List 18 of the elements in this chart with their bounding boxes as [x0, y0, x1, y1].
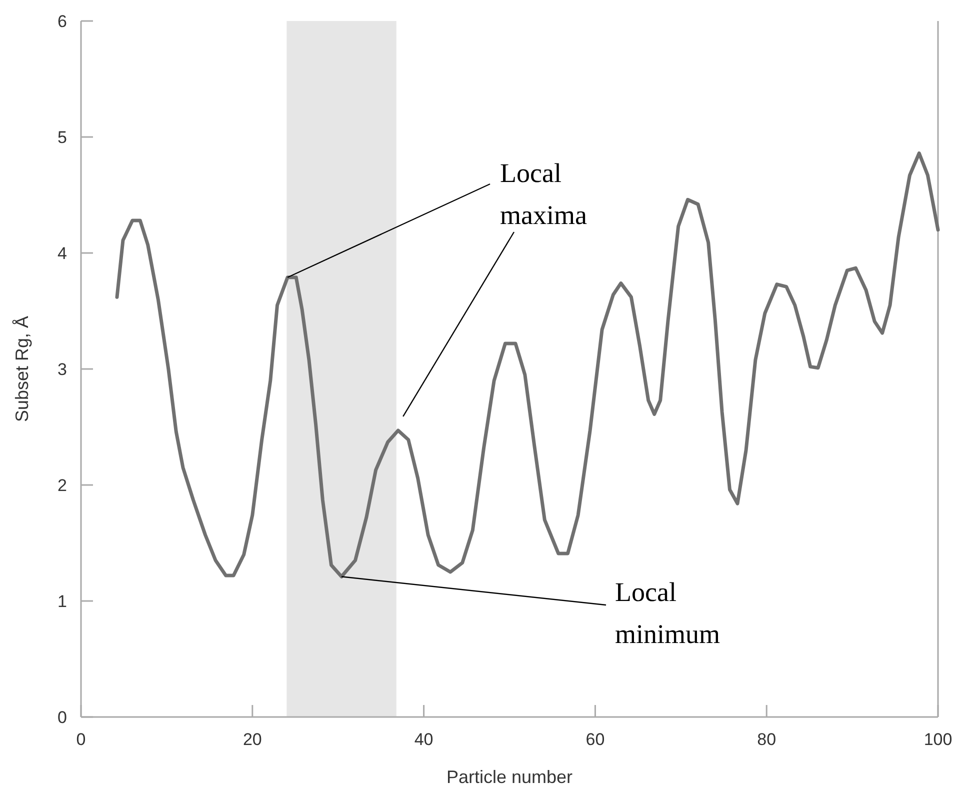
- annotation: Local minimum: [615, 577, 720, 649]
- y-tick-label: 6: [58, 12, 67, 31]
- y-tick-label: 2: [58, 476, 67, 495]
- y-tick-label: 0: [58, 708, 67, 727]
- y-axis-title: Subset Rg, Å: [12, 316, 32, 422]
- y-tick-label: 5: [58, 128, 67, 147]
- y-tick-label: 1: [58, 592, 67, 611]
- x-tick-label: 0: [76, 730, 86, 749]
- x-tick-label: 100: [924, 730, 952, 749]
- x-tick-label: 60: [586, 730, 605, 749]
- y-tick-label: 4: [58, 244, 67, 263]
- annotation: Local maxima: [500, 158, 587, 230]
- x-tick-label: 40: [414, 730, 434, 749]
- y-tick-label: 3: [58, 360, 67, 379]
- line-series: [115, 151, 940, 578]
- x-axis-title: Particle number: [446, 767, 573, 787]
- x-tick-label: 20: [242, 730, 262, 749]
- x-tick-label: 80: [757, 730, 776, 749]
